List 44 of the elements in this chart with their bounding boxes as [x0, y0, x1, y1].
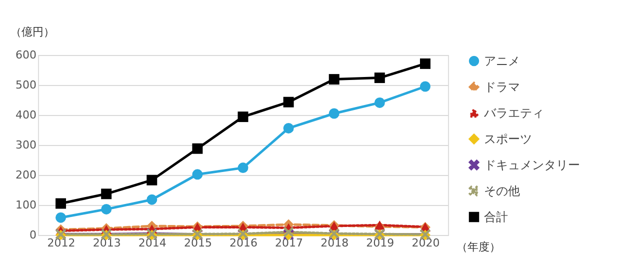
point	[238, 112, 248, 122]
x-tick-label: 2017	[275, 236, 304, 250]
point	[328, 108, 340, 119]
point	[238, 162, 248, 174]
legend-label: ドラマ	[484, 80, 520, 94]
point	[101, 204, 112, 214]
point	[420, 81, 430, 92]
x-tick-label: 2012	[47, 236, 76, 250]
point	[192, 169, 203, 180]
point	[101, 188, 112, 200]
point	[283, 122, 294, 134]
point	[283, 226, 294, 238]
x-tick-label: 2020	[412, 236, 440, 250]
point	[283, 96, 294, 108]
x-axis-title: （年度）	[456, 240, 500, 254]
legend-label: バラエティ	[483, 106, 544, 120]
legend-label: アニメ	[484, 54, 520, 68]
x-tick-label: 2019	[366, 236, 394, 250]
legend-label: ドキュメンタリー	[484, 158, 580, 172]
y-tick-label: 300	[16, 138, 36, 152]
y-tick-label: 600	[16, 48, 36, 62]
point	[146, 194, 158, 205]
point	[374, 72, 385, 84]
legend-label: 合計	[484, 210, 508, 224]
y-tick-label: 100	[16, 198, 36, 212]
legend-label: スポーツ	[484, 132, 532, 146]
x-tick-label: 2015	[184, 236, 212, 250]
point	[56, 198, 66, 209]
point	[192, 143, 203, 154]
point	[374, 97, 385, 108]
point	[328, 74, 340, 85]
x-tick-label: 2013	[92, 236, 121, 250]
y-tick-label: 0	[30, 228, 36, 242]
point	[146, 174, 158, 186]
y-tick-label: 500	[16, 78, 36, 92]
point	[56, 212, 66, 223]
y-axis-title: （億円）	[10, 26, 54, 38]
x-tick-label: 2014	[138, 236, 166, 250]
y-tick-label: 400	[16, 108, 36, 122]
point	[420, 58, 430, 69]
legend-label: その他	[484, 184, 520, 198]
x-tick-label: 2016	[230, 236, 258, 250]
y-tick-label: 200	[16, 168, 36, 182]
x-tick-label: 2018	[320, 236, 349, 250]
